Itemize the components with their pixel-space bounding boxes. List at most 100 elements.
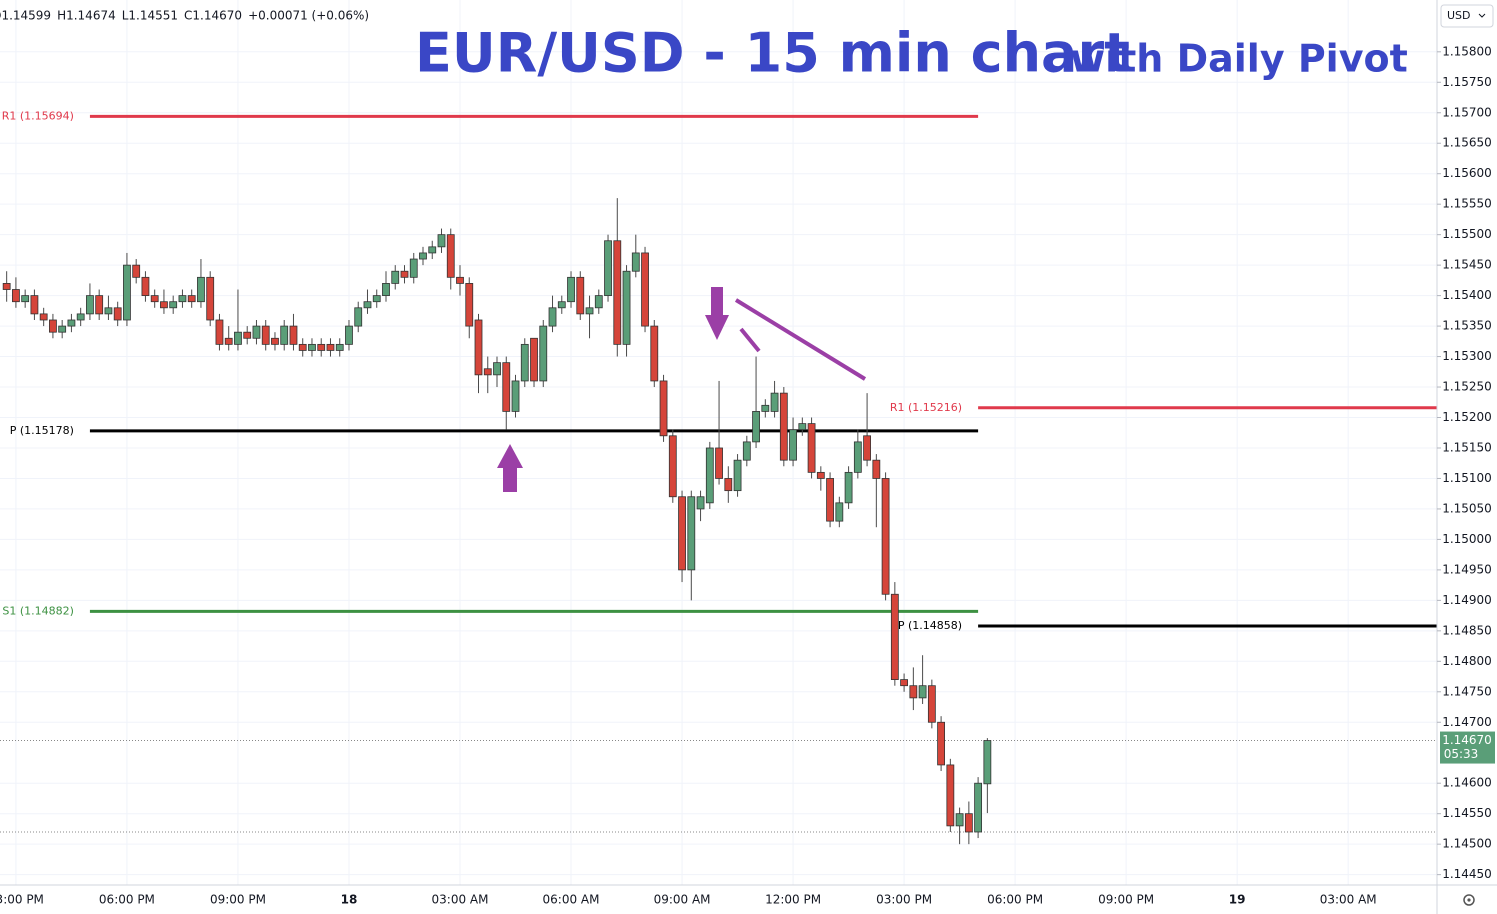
- candle-body: [918, 685, 927, 699]
- candle-body: [382, 283, 390, 297]
- y-tick-label: 1.15050: [1442, 501, 1492, 515]
- candle-body: [770, 392, 779, 412]
- currency-chevron: [1478, 13, 1486, 18]
- y-tick-label: 1.14750: [1442, 684, 1492, 698]
- candle-body: [964, 813, 973, 833]
- candle-body: [493, 362, 501, 376]
- ohlc-legend-item: +0.00071 (+0.06%): [248, 9, 369, 23]
- candle-body: [30, 295, 39, 315]
- y-tick-label: 1.14700: [1442, 715, 1492, 729]
- candle-body: [761, 404, 770, 412]
- candle-body: [853, 441, 862, 473]
- candle-body: [659, 380, 668, 437]
- candle-body: [844, 471, 853, 504]
- candle-body: [104, 307, 113, 315]
- y-tick-label: 1.14900: [1442, 593, 1492, 607]
- countdown-label: 05:33: [1444, 747, 1479, 761]
- candle-body: [345, 325, 353, 345]
- x-tick-label: 06:00 PM: [99, 893, 155, 907]
- candle-body: [668, 435, 677, 498]
- x-tick-label: 09:00 PM: [210, 893, 266, 907]
- candle-body: [363, 301, 372, 309]
- candle-body: [289, 325, 298, 345]
- up-arrow: [497, 444, 523, 492]
- candle-body: [733, 459, 742, 492]
- candle-body: [520, 343, 529, 382]
- x-tick-label: 09:00 PM: [1098, 893, 1154, 907]
- pivot-label: S1 (1.14882): [2, 604, 74, 617]
- marks: R1 (1.15694) P (1.15178) S1 (1.14882) R1 (1…: [2, 109, 1437, 845]
- candle-body: [123, 264, 131, 321]
- candle-body: [641, 252, 649, 327]
- x-tick-label: 03:00 PM: [0, 893, 44, 907]
- pivot-label: P (1.14858): [898, 619, 962, 632]
- y-tick-label: 1.14950: [1442, 562, 1492, 576]
- candle-body: [178, 295, 187, 303]
- chart-title: EUR/USD - 15 min chart: [415, 22, 1130, 85]
- candle-body: [187, 295, 196, 303]
- candle-body: [715, 447, 723, 479]
- x-tick-label: 03:00 AM: [432, 893, 489, 907]
- y-tick-label: 1.15350: [1442, 319, 1492, 333]
- y-tick-label: 1.15750: [1442, 75, 1492, 89]
- x-tick-label: 03:00 PM: [876, 893, 932, 907]
- candle-body: [2, 283, 11, 290]
- candle-body: [872, 459, 881, 479]
- candle-body: [539, 325, 548, 382]
- settings-icon[interactable]: [1463, 894, 1475, 906]
- y-tick-label: 1.15800: [1442, 44, 1492, 58]
- candle-body: [49, 319, 57, 333]
- candle-body: [308, 343, 316, 351]
- candle-body: [483, 368, 492, 376]
- y-tick-label: 1.15450: [1442, 258, 1492, 272]
- candle-body: [391, 270, 400, 284]
- y-tick-label: 1.15150: [1442, 440, 1492, 454]
- candle-body: [816, 471, 825, 479]
- candle-body: [835, 502, 844, 522]
- candle-body: [271, 337, 279, 345]
- candle-body: [863, 435, 871, 461]
- candle-body: [622, 270, 631, 345]
- y-tick-label: 1.14550: [1442, 806, 1492, 820]
- candle-body: [742, 441, 751, 461]
- currency-button[interactable]: [1440, 4, 1494, 28]
- candle-body: [631, 252, 640, 272]
- candle-body: [206, 276, 215, 321]
- y-tick-label: 1.15200: [1442, 410, 1492, 424]
- last-price-label: 1.14670: [1442, 733, 1492, 747]
- candle-body: [58, 325, 67, 333]
- candle-body: [150, 295, 159, 303]
- candle-body: [160, 301, 168, 309]
- candle-body: [12, 289, 20, 303]
- y-tick-label: 1.15600: [1442, 166, 1492, 180]
- y-tick-label: 1.15100: [1442, 471, 1492, 485]
- candle-body: [95, 295, 104, 315]
- x-tick-label: 03:00 AM: [1320, 893, 1377, 907]
- candle-body: [900, 679, 908, 687]
- candle-body: [530, 337, 538, 382]
- down-arrow: [705, 287, 729, 340]
- candle-body: [76, 313, 85, 321]
- candle-body: [474, 319, 483, 376]
- candle-body: [937, 721, 945, 766]
- candle-body: [511, 380, 520, 412]
- ohlc-legend-item: O1.14599: [0, 9, 51, 23]
- x-tick-label: 12:00 PM: [765, 893, 821, 907]
- candle-body: [86, 295, 94, 315]
- candle-body: [557, 301, 566, 309]
- candle-body: [280, 325, 289, 345]
- y-tick-label: 1.14600: [1442, 776, 1492, 790]
- candle-body: [881, 478, 890, 595]
- candle-body: [955, 813, 964, 827]
- candle-body: [419, 252, 427, 260]
- candle-body: [39, 313, 48, 321]
- candle-body: [807, 423, 816, 473]
- settings-icon-dot: [1467, 898, 1471, 902]
- pivot-label: P (1.15178): [10, 424, 74, 437]
- candle-body: [409, 258, 418, 278]
- candle-body: [585, 307, 594, 315]
- candle-body: [243, 331, 252, 339]
- ohlc-legend: O1.14599 H1.14674 L1.14551 C1.14670 +0.00071…: [0, 9, 369, 23]
- currency-label[interactable]: USD: [1447, 9, 1471, 22]
- candle-body: [752, 411, 760, 443]
